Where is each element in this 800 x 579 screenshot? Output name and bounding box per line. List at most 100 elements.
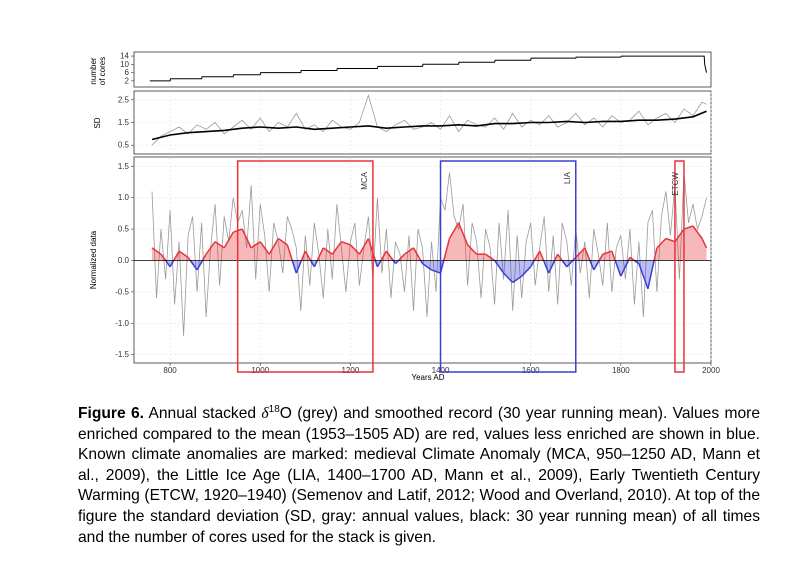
positive-mean-segment xyxy=(349,244,360,255)
figure-caption: Figure 6. Annual stacked δ18O (grey) and… xyxy=(78,404,760,548)
sd-annual-line xyxy=(151,93,707,146)
negative-mean-segment xyxy=(493,260,505,274)
cores-tick-label: 6 xyxy=(125,68,130,77)
positive-fill xyxy=(341,241,351,261)
x-tick-label: 2000 xyxy=(702,366,720,375)
positive-mean-segment xyxy=(539,250,545,261)
negative-mean-segment xyxy=(566,259,574,268)
negative-mean-segment xyxy=(376,260,382,268)
negative-mean-segment xyxy=(633,259,640,265)
negative-mean-segment xyxy=(313,260,318,268)
negative-mean-segment xyxy=(295,260,303,274)
x-tick-label: 1800 xyxy=(612,366,630,375)
negative-mean-segment xyxy=(593,260,600,271)
cores-ylabel-line2: of cores xyxy=(98,57,107,85)
cores-ylabel-line1: number xyxy=(89,57,98,84)
sd-running-mean-line xyxy=(151,110,707,141)
sd-grid xyxy=(134,92,712,153)
positive-fill xyxy=(206,241,216,261)
sd-ylabel: SD xyxy=(93,117,102,128)
cores-tick-label: 14 xyxy=(120,52,129,61)
positive-fill xyxy=(224,232,234,261)
x-tick-label: 1000 xyxy=(251,366,269,375)
anomaly-box-lia xyxy=(439,160,577,373)
negative-mean-segment xyxy=(164,260,171,268)
y-tick-label: 0.0 xyxy=(118,256,130,265)
positive-mean-segment xyxy=(151,247,162,255)
cores-panel-frame xyxy=(133,51,712,88)
x-tick-label: 800 xyxy=(163,366,177,375)
anomaly-label-etcw: ETCW xyxy=(671,172,680,196)
positive-mean-segment xyxy=(300,250,306,261)
main-y-ticks: -1.5 -1.0 -0.5 0.0 0.5 1.0 1.5 xyxy=(115,162,134,359)
negative-mean-segment xyxy=(431,269,441,274)
main-panel: -1.5-1.0-0.50.00.51.01.5 800 1000 1200 1400… xyxy=(89,156,720,382)
positive-fill xyxy=(674,229,684,261)
y-tick-label: 1.5 xyxy=(118,162,130,171)
positive-mean-segment xyxy=(448,222,460,239)
negative-mean-segment xyxy=(530,260,535,268)
positive-fill xyxy=(467,244,477,261)
negative-mean-segment xyxy=(503,272,514,284)
negative-mean-segment xyxy=(189,260,198,271)
positive-mean-segment xyxy=(656,237,667,249)
negative-mean-segment xyxy=(542,260,550,274)
sd-tick-label: 0.5 xyxy=(118,141,130,150)
positive-mean-segment xyxy=(602,250,613,255)
positive-mean-segment xyxy=(367,238,377,261)
positive-fill xyxy=(449,222,459,261)
y-tick-label: -1.0 xyxy=(115,319,129,328)
positive-fill xyxy=(458,222,468,261)
positive-mean-segment xyxy=(457,222,469,246)
positive-mean-segment xyxy=(584,247,591,261)
cores-tick-label: 2 xyxy=(125,76,130,85)
positive-fill xyxy=(476,254,486,261)
isotope-mass: 18 xyxy=(268,403,280,415)
positive-mean-segment xyxy=(674,228,685,243)
anomaly-boxes: MCA LIA ETCW xyxy=(236,160,685,373)
positive-fill xyxy=(404,247,414,261)
caption-post: O (grey) and smoothed record (30 year ru… xyxy=(78,405,760,546)
positive-mean-segment xyxy=(241,228,252,249)
negative-mean-segment xyxy=(561,260,568,268)
positive-mean-segment xyxy=(160,253,167,261)
positive-mean-segment xyxy=(443,238,451,261)
negative-fill xyxy=(503,260,513,283)
positive-mean-segment xyxy=(653,247,658,261)
positive-mean-segment xyxy=(316,247,324,261)
positive-mean-segment xyxy=(358,238,370,255)
positive-mean-segment xyxy=(665,237,676,243)
negative-fill xyxy=(521,260,531,277)
anomaly-box-etcw xyxy=(674,160,685,373)
anomaly-box-mca xyxy=(236,160,374,373)
sd-y-ticks: 0.5 1.5 2.5 xyxy=(118,95,134,150)
negative-mean-segment xyxy=(169,260,175,268)
negative-mean-segment xyxy=(420,260,424,264)
positive-mean-segment xyxy=(598,253,604,261)
sd-tick-label: 1.5 xyxy=(118,118,130,127)
positive-fill xyxy=(656,238,666,261)
negative-mean-segment xyxy=(548,260,556,274)
positive-mean-segment xyxy=(173,250,180,261)
positive-mean-segment xyxy=(611,250,616,261)
x-tick-label: 1600 xyxy=(522,366,540,375)
negative-mean-segment xyxy=(394,259,400,265)
positive-mean-segment xyxy=(277,237,288,246)
positive-fill xyxy=(242,229,252,261)
positive-mean-segment xyxy=(223,231,234,249)
positive-mean-segment xyxy=(286,244,294,261)
positive-mean-segment xyxy=(268,238,279,255)
figure-label: Figure 6. xyxy=(78,405,144,422)
positive-mean-segment xyxy=(322,247,333,255)
positive-mean-segment xyxy=(214,241,225,249)
negative-mean-segment xyxy=(422,262,432,271)
positive-fill xyxy=(152,247,161,261)
negative-mean-segment xyxy=(620,260,630,277)
main-xlabel: Years AD xyxy=(411,373,444,382)
y-tick-label: -0.5 xyxy=(115,287,129,296)
positive-fill xyxy=(693,226,702,261)
cores-tick-label: 10 xyxy=(120,60,129,69)
